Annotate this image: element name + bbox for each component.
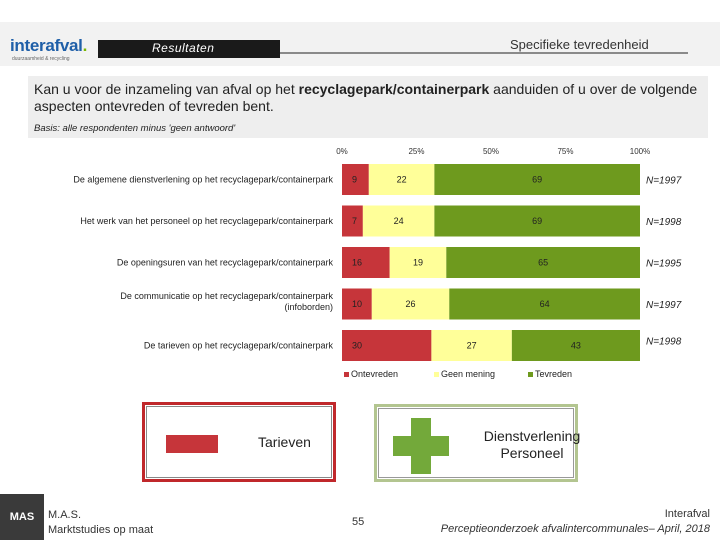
mas-logo: MAS [0, 494, 44, 540]
legend-swatch [344, 372, 349, 377]
bar-segment [431, 330, 512, 361]
bar-segment [342, 205, 363, 237]
n-label: N=1998 [646, 337, 682, 348]
footer-report-info: Interafval Perceptieonderzoek afvalinter… [440, 508, 710, 535]
logo-wordmark: interafval. [10, 36, 88, 55]
data-label: 24 [394, 216, 404, 226]
data-label: 43 [571, 341, 581, 351]
n-label: N=1998 [646, 217, 682, 228]
data-label: 19 [413, 258, 423, 268]
n-label: N=1995 [646, 259, 682, 270]
bar-segment [434, 205, 640, 237]
question-panel [28, 76, 708, 138]
data-label: 27 [467, 341, 477, 351]
data-label: 65 [538, 258, 548, 268]
data-label: 9 [352, 175, 357, 185]
interafval-logo: interafval. duurzaamheid & recycling [8, 30, 100, 62]
x-tick-label: 100% [630, 147, 650, 156]
data-label: 16 [352, 258, 362, 268]
x-tick-label: 25% [408, 147, 424, 156]
data-label: 69 [532, 175, 542, 185]
satisfaction-bar-chart: 0% 25% 50% 75% 100% De algemene dienstverleni… [73, 147, 682, 379]
bar-segment [342, 247, 390, 278]
section-bar: Resultaten [98, 40, 280, 58]
legend-entry: Ontevreden [351, 369, 398, 379]
bar-segment [371, 288, 450, 320]
logo-tagline: duurzaamheid & recycling [12, 56, 70, 62]
category-label: De algemene dienstverlening op het recyc… [73, 175, 333, 185]
slide-title: Specifieke tevredenheid [510, 37, 649, 52]
bar-segment [389, 247, 447, 278]
x-tick-label: 0% [336, 147, 348, 156]
data-label: 7 [352, 216, 357, 226]
positive-panel-label: Dienstverlening Personeel [483, 428, 581, 461]
category-label: (infoborden) [284, 302, 333, 312]
section-label: Resultaten [152, 41, 215, 55]
bar-segment [342, 288, 372, 320]
legend-entry: Geen mening [441, 369, 495, 379]
x-tick-label: 75% [557, 147, 573, 156]
minus-icon [166, 435, 218, 453]
category-label: De communicatie op het recyclagepark/con… [120, 291, 333, 301]
legend-swatch [528, 372, 533, 377]
bar-segment [342, 330, 432, 361]
bar-segment [342, 164, 369, 195]
bar-segment [368, 164, 435, 195]
data-label: 64 [540, 299, 550, 309]
n-label: N=1997 [646, 176, 682, 187]
data-label: 69 [532, 216, 542, 226]
bar-segment [511, 330, 640, 361]
negative-panel-inner [146, 406, 332, 478]
bar-segment [434, 164, 640, 195]
mas-company-name: M.A.S. Marktstudies op maat [48, 509, 154, 536]
bar-segment [362, 205, 435, 237]
x-tick-label: 50% [483, 147, 499, 156]
positive-panel-inner [378, 408, 574, 478]
legend-entry: Tevreden [535, 369, 572, 379]
data-label: 26 [406, 299, 416, 309]
negative-panel-label: Tarieven [258, 434, 311, 450]
n-label: N=1997 [646, 300, 682, 311]
bar-segment [446, 247, 640, 278]
category-label: Het werk van het personeel op het recycl… [80, 216, 333, 226]
data-label: 22 [397, 175, 407, 185]
question-text: Kan u voor de inzameling van afval op he… [34, 81, 698, 114]
data-label: 30 [352, 341, 362, 351]
page-number: 55 [352, 516, 365, 528]
data-label: 10 [352, 299, 362, 309]
bar-segment [449, 288, 640, 320]
title-underline [280, 52, 688, 54]
plus-icon-bar [393, 436, 449, 456]
basis-note: Basis: alle respondenten minus 'geen ant… [34, 123, 236, 134]
category-label: De openingsuren van het recyclagepark/co… [117, 258, 334, 268]
legend-swatch [434, 372, 439, 377]
category-label: De tarieven op het recyclagepark/contain… [144, 341, 334, 351]
